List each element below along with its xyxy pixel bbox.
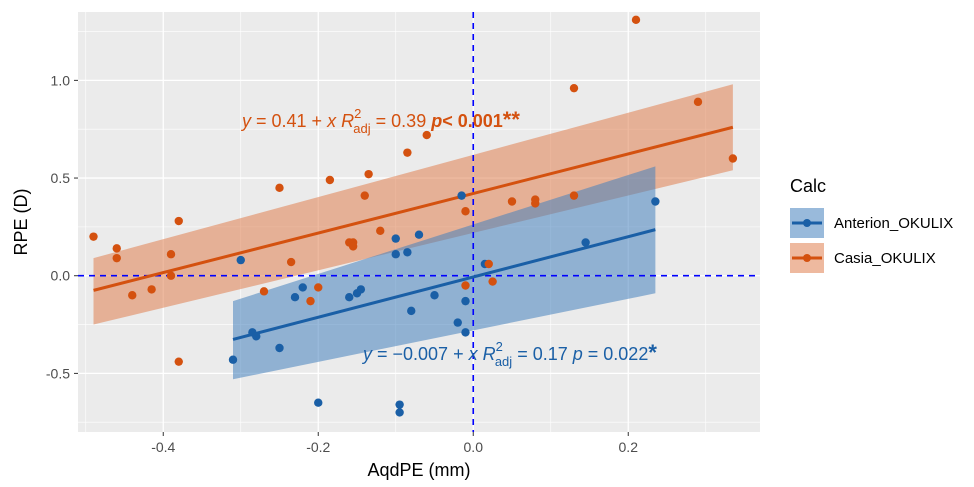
data-point-casia-okulix <box>112 244 121 253</box>
data-point-anterion-okulix <box>290 293 300 302</box>
confidence-bands <box>93 84 733 380</box>
y-axis-title: RPE (D) <box>11 189 31 256</box>
data-point-casia-okulix <box>128 291 137 300</box>
data-point-casia-okulix <box>461 281 470 290</box>
data-point-casia-okulix <box>286 257 296 267</box>
y-axis-ticks: -0.5 0.0 0.5 1.0 <box>46 72 78 381</box>
data-point-anterion-okulix <box>581 238 590 247</box>
data-point-anterion-okulix <box>453 318 462 327</box>
confidence-band-anterion-okulix <box>233 166 656 380</box>
data-point-anterion-okulix <box>252 332 261 341</box>
x-tick-label: 0.0 <box>464 439 484 455</box>
y-tick-label: -0.5 <box>46 365 70 381</box>
data-point-casia-okulix <box>631 15 641 25</box>
data-point-anterion-okulix <box>651 197 660 206</box>
data-point-anterion-okulix <box>356 285 366 294</box>
casia-equation-label: y = 0.41 + x R2 adj = 0.39 p< 0.001** <box>240 106 520 136</box>
data-point-casia-okulix <box>147 285 156 294</box>
data-point-casia-okulix <box>275 183 284 193</box>
legend: Calc Anterion_OKULIX Casia_OKULIX <box>790 176 953 273</box>
data-point-anterion-okulix <box>461 328 470 337</box>
reference-lines <box>78 12 760 432</box>
data-point-anterion-okulix <box>457 191 466 200</box>
legend-label-casia-okulix: Casia_OKULIX <box>834 250 936 267</box>
x-tick-label: 0.2 <box>619 439 639 455</box>
data-point-anterion-okulix <box>395 408 404 417</box>
data-point-casia-okulix <box>693 97 703 107</box>
data-point-casia-okulix <box>569 83 579 93</box>
fit-line-casia-okulix <box>93 125 734 292</box>
y-tick-label: 0.0 <box>51 268 71 284</box>
data-point-casia-okulix <box>376 226 385 235</box>
data-points <box>89 15 738 417</box>
confidence-band-casia-okulix <box>93 84 733 325</box>
legend-label-anterion-okulix: Anterion_OKULIX <box>834 215 953 232</box>
data-point-casia-okulix <box>364 169 373 179</box>
data-point-casia-okulix <box>166 271 176 280</box>
data-point-casia-okulix <box>569 191 579 200</box>
data-point-casia-okulix <box>488 277 497 286</box>
legend-title: Calc <box>790 176 826 196</box>
anterion-equation-label: y = −0.007 + x R2 adj = 0.17 p = 0.022* <box>361 339 657 369</box>
x-axis-ticks: -0.4 -0.2 0.0 0.2 <box>151 432 638 455</box>
data-point-anterion-okulix <box>414 230 424 239</box>
data-point-casia-okulix <box>325 175 335 185</box>
data-point-anterion-okulix <box>391 250 400 259</box>
data-point-anterion-okulix <box>391 234 400 243</box>
data-point-casia-okulix <box>422 130 431 140</box>
legend-key-point <box>803 254 811 262</box>
x-axis-title: AqdPE (mm) <box>367 460 470 480</box>
data-point-anterion-okulix <box>298 283 307 292</box>
data-point-anterion-okulix <box>430 291 439 300</box>
fit-lines <box>93 125 734 341</box>
data-point-casia-okulix <box>728 154 738 163</box>
data-point-anterion-okulix <box>407 306 416 316</box>
data-point-casia-okulix <box>89 232 98 241</box>
data-point-casia-okulix <box>507 197 517 206</box>
data-point-casia-okulix <box>174 357 183 366</box>
data-point-casia-okulix <box>306 296 315 306</box>
data-point-casia-okulix <box>174 216 183 226</box>
fit-line-anterion-okulix <box>232 228 656 341</box>
equation-annotations: y = 0.41 + x R2 adj = 0.39 p< 0.001** y = … <box>240 106 657 369</box>
data-point-anterion-okulix <box>275 343 284 353</box>
legend-key-point <box>803 219 811 227</box>
data-point-casia-okulix <box>484 259 493 269</box>
data-point-casia-okulix <box>531 195 540 204</box>
data-point-casia-okulix <box>314 283 323 292</box>
data-point-casia-okulix <box>112 253 121 263</box>
data-point-casia-okulix <box>461 207 470 216</box>
data-point-anterion-okulix <box>395 400 404 409</box>
data-point-casia-okulix <box>259 287 269 296</box>
data-point-anterion-okulix <box>403 248 412 257</box>
data-point-anterion-okulix <box>236 255 245 265</box>
x-tick-label: -0.2 <box>306 439 330 455</box>
data-point-anterion-okulix <box>314 398 323 407</box>
data-point-anterion-okulix <box>345 293 354 302</box>
y-tick-label: 0.5 <box>51 170 71 186</box>
data-point-anterion-okulix <box>228 355 238 364</box>
data-point-casia-okulix <box>348 242 358 251</box>
data-point-casia-okulix <box>403 148 412 157</box>
x-tick-label: -0.4 <box>151 439 175 455</box>
data-point-anterion-okulix <box>461 296 470 306</box>
data-point-casia-okulix <box>360 191 369 200</box>
data-point-casia-okulix <box>166 250 176 259</box>
y-tick-label: 1.0 <box>51 72 71 88</box>
